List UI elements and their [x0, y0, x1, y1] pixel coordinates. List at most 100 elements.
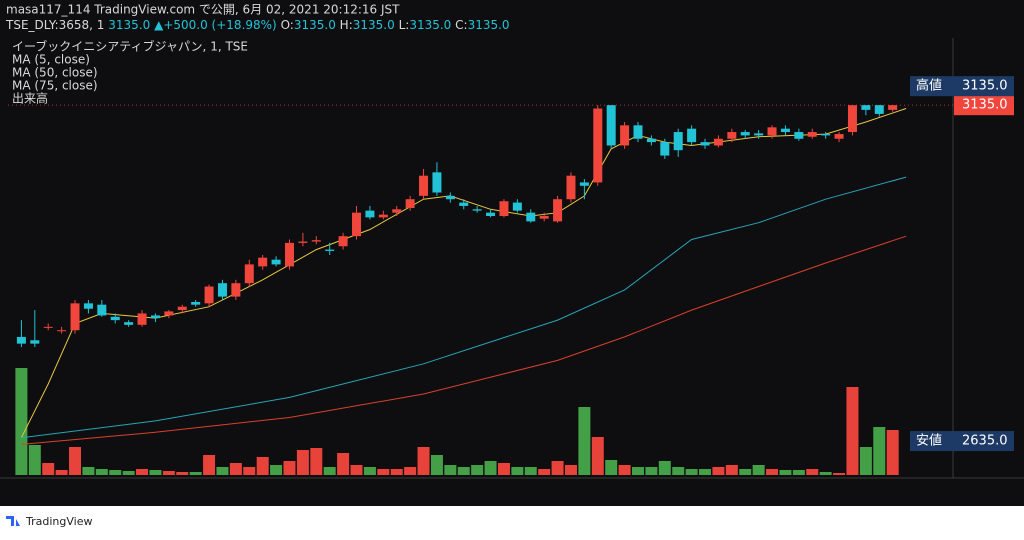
last: 3135.0 — [108, 18, 150, 32]
h-label: H: — [340, 18, 353, 32]
legend-ma: MA (50, close) — [12, 66, 98, 80]
brand-logo — [6, 516, 20, 526]
candle-body — [834, 134, 844, 139]
volume-bar — [323, 467, 336, 475]
price-tag-name: 安値 — [916, 433, 942, 449]
candle-body — [687, 128, 697, 143]
candle-body — [539, 216, 549, 219]
candle-body — [405, 199, 415, 208]
volume-bar — [605, 460, 618, 475]
volume-bar — [95, 469, 108, 475]
volume-bar — [417, 447, 430, 475]
candle-body — [874, 105, 884, 114]
volume-bar — [256, 457, 269, 475]
volume-bar — [28, 445, 41, 475]
volume-bar — [739, 469, 752, 475]
last-price-label: 3135.0 — [962, 98, 1008, 113]
volume-bar — [162, 471, 175, 475]
candle-body — [566, 175, 576, 200]
background — [0, 0, 1024, 506]
volume-bar — [42, 463, 55, 475]
brand: TradingView — [25, 515, 92, 528]
candle-body — [606, 105, 616, 146]
candle-body — [16, 336, 26, 344]
volume-bar — [390, 469, 403, 475]
volume-bar — [819, 472, 832, 475]
volume-bar — [310, 448, 323, 475]
candle-body — [847, 105, 857, 133]
volume-bar — [484, 461, 497, 475]
legend-ma: MA (75, close) — [12, 79, 98, 93]
volume-bar — [363, 467, 376, 475]
candle-body — [888, 105, 898, 110]
candle-body — [646, 138, 656, 143]
candle-body — [124, 322, 134, 325]
price-tag-label: 2635.0 — [962, 434, 1008, 449]
candle-body — [110, 316, 120, 321]
o-label: O: — [281, 18, 294, 32]
volume-bar — [645, 467, 658, 475]
candle-body — [338, 236, 348, 247]
volume-bar — [551, 461, 564, 475]
candle-body — [311, 240, 321, 242]
candle-body — [620, 125, 630, 146]
ma-line — [21, 235, 907, 445]
candle-body — [727, 132, 737, 139]
volume-bar — [752, 465, 765, 475]
candle-body — [807, 132, 817, 137]
candle-body — [191, 302, 201, 305]
ma-line — [21, 176, 907, 439]
candle-body — [70, 303, 80, 331]
candle-body — [365, 210, 375, 218]
volume-bar — [69, 447, 82, 475]
volume-bar — [699, 469, 712, 475]
volume-bar — [430, 455, 443, 475]
volume-bar — [216, 467, 229, 475]
volume-bar — [176, 472, 189, 475]
volume-bar — [725, 465, 738, 475]
candle-body — [754, 133, 764, 136]
candle-body — [861, 105, 871, 110]
last-price-box — [954, 95, 1014, 116]
header-symbol: TSE_DLY:3658, 1 3135.0 ▲+500.0 (+18.98%)… — [5, 18, 510, 32]
volume-bar — [511, 467, 524, 475]
volume-bar — [203, 455, 216, 475]
candle-body — [258, 257, 268, 267]
candle-body — [821, 134, 831, 136]
candle-body — [137, 313, 147, 325]
volume-bar — [471, 465, 484, 475]
candle-body — [432, 172, 442, 193]
candle-body — [352, 212, 362, 237]
candle-body — [472, 209, 482, 211]
candle-body — [83, 303, 93, 309]
volume-bar — [618, 465, 631, 475]
candle-body — [780, 128, 790, 133]
volume-bar — [685, 469, 698, 475]
candle-body — [579, 182, 589, 186]
volume-bar — [538, 469, 551, 475]
volume-bar — [873, 427, 886, 475]
candle-body — [445, 195, 455, 200]
volume-bar — [672, 467, 685, 475]
candle-body — [244, 264, 254, 284]
legend-volume: 出来高 — [12, 91, 48, 106]
volume-bar — [229, 463, 242, 475]
volume-bar — [296, 450, 309, 475]
volume-bar — [632, 467, 644, 475]
candle-body — [271, 259, 281, 265]
candle-body — [459, 202, 469, 206]
candle-body — [57, 330, 67, 332]
volume-bar — [766, 469, 779, 475]
candle-body — [660, 142, 670, 156]
candle-body — [392, 209, 402, 213]
c-value: 3135.0 — [468, 18, 510, 32]
candle-body — [378, 214, 388, 218]
candle-body — [526, 212, 536, 222]
price-tag-label: 3135.0 — [962, 79, 1008, 94]
volume-bar — [792, 470, 805, 475]
candle-body — [217, 283, 227, 297]
volume-bar — [283, 461, 296, 475]
legend-ma: MA (5, close) — [12, 53, 90, 67]
